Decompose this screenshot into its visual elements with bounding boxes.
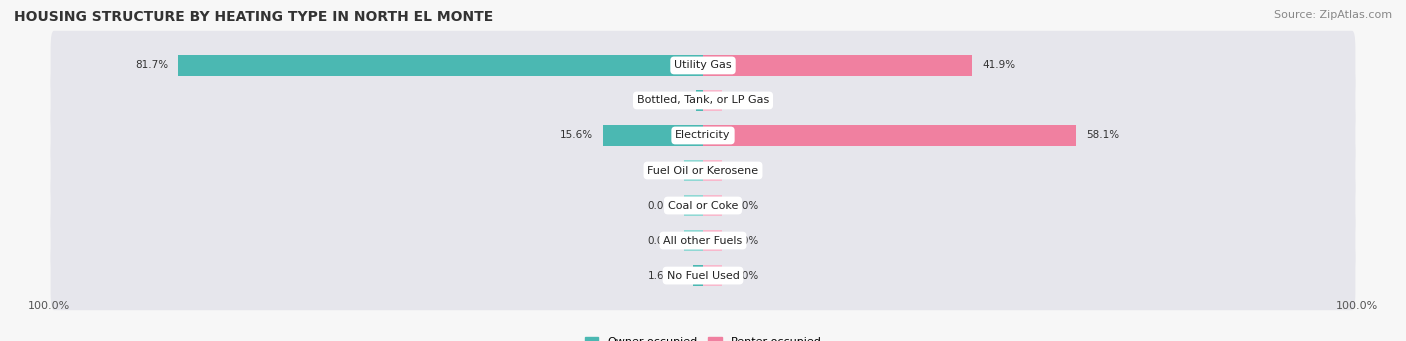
FancyBboxPatch shape bbox=[51, 66, 1355, 135]
Text: Electricity: Electricity bbox=[675, 131, 731, 140]
Text: 0.0%: 0.0% bbox=[733, 236, 758, 246]
Bar bbox=[696, 90, 703, 111]
Legend: Owner-occupied, Renter-occupied: Owner-occupied, Renter-occupied bbox=[581, 332, 825, 341]
Text: 0.0%: 0.0% bbox=[648, 201, 673, 210]
Text: 41.9%: 41.9% bbox=[981, 60, 1015, 71]
Bar bbox=[703, 265, 723, 286]
Bar bbox=[683, 160, 703, 181]
Text: Bottled, Tank, or LP Gas: Bottled, Tank, or LP Gas bbox=[637, 95, 769, 105]
Text: Coal or Coke: Coal or Coke bbox=[668, 201, 738, 210]
Bar bbox=[683, 230, 703, 251]
Bar bbox=[179, 55, 703, 76]
Text: 15.6%: 15.6% bbox=[560, 131, 593, 140]
Bar bbox=[703, 124, 1077, 146]
Text: 100.0%: 100.0% bbox=[1336, 301, 1378, 311]
Bar bbox=[703, 195, 723, 217]
Text: 0.0%: 0.0% bbox=[733, 270, 758, 281]
Bar bbox=[683, 195, 703, 217]
Text: 81.7%: 81.7% bbox=[135, 60, 169, 71]
Text: Fuel Oil or Kerosene: Fuel Oil or Kerosene bbox=[647, 165, 759, 176]
Text: 0.0%: 0.0% bbox=[648, 165, 673, 176]
Bar bbox=[603, 124, 703, 146]
Text: All other Fuels: All other Fuels bbox=[664, 236, 742, 246]
Text: 1.1%: 1.1% bbox=[648, 95, 673, 105]
Text: No Fuel Used: No Fuel Used bbox=[666, 270, 740, 281]
Bar bbox=[703, 160, 723, 181]
Text: 100.0%: 100.0% bbox=[28, 301, 70, 311]
FancyBboxPatch shape bbox=[51, 31, 1355, 100]
Text: 1.6%: 1.6% bbox=[648, 270, 673, 281]
FancyBboxPatch shape bbox=[51, 101, 1355, 170]
FancyBboxPatch shape bbox=[51, 241, 1355, 310]
Bar bbox=[693, 265, 703, 286]
Bar bbox=[703, 55, 973, 76]
Text: HOUSING STRUCTURE BY HEATING TYPE IN NORTH EL MONTE: HOUSING STRUCTURE BY HEATING TYPE IN NOR… bbox=[14, 10, 494, 24]
Text: 0.0%: 0.0% bbox=[733, 201, 758, 210]
FancyBboxPatch shape bbox=[51, 171, 1355, 240]
FancyBboxPatch shape bbox=[51, 206, 1355, 275]
Text: 0.0%: 0.0% bbox=[648, 236, 673, 246]
Text: Utility Gas: Utility Gas bbox=[675, 60, 731, 71]
Bar bbox=[703, 90, 723, 111]
Text: 0.0%: 0.0% bbox=[733, 95, 758, 105]
Text: 0.0%: 0.0% bbox=[733, 165, 758, 176]
Text: Source: ZipAtlas.com: Source: ZipAtlas.com bbox=[1274, 10, 1392, 20]
Bar bbox=[703, 230, 723, 251]
FancyBboxPatch shape bbox=[51, 136, 1355, 205]
Text: 58.1%: 58.1% bbox=[1085, 131, 1119, 140]
